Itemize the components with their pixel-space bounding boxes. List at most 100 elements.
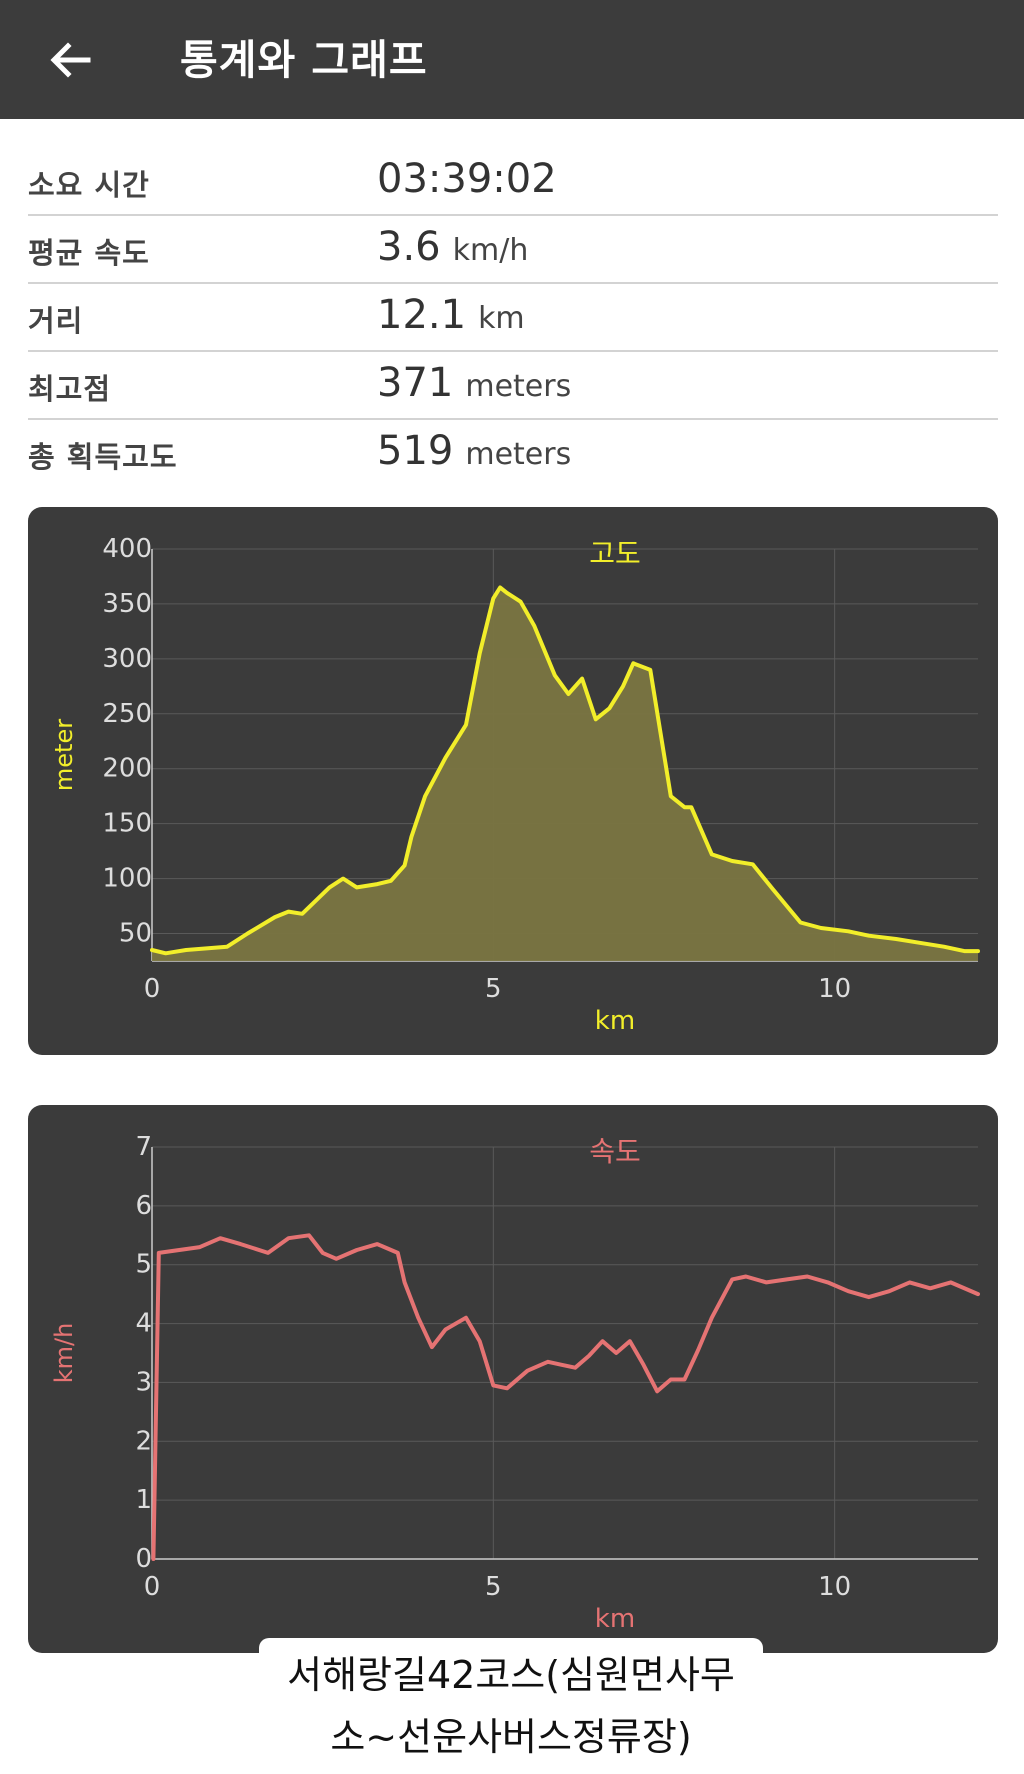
data-point	[887, 1289, 891, 1293]
stat-row-highest-point: 최고점 371 meters	[28, 352, 998, 420]
data-point	[949, 1280, 953, 1284]
y-tick-label: 350	[102, 589, 152, 619]
data-point	[894, 937, 898, 941]
data-point	[505, 591, 509, 595]
data-point	[601, 1339, 605, 1343]
data-point	[942, 945, 946, 949]
data-point	[580, 677, 584, 681]
x-tick-label: 10	[818, 1572, 851, 1602]
stat-value: 3.6 km/h	[377, 224, 528, 270]
y-tick-label: 0	[135, 1544, 152, 1574]
data-point	[184, 948, 188, 952]
data-point	[819, 926, 823, 930]
data-point	[976, 949, 980, 953]
y-tick-label: 6	[135, 1191, 152, 1221]
data-point	[566, 692, 570, 696]
x-tick-label: 5	[485, 974, 502, 1004]
stat-unit: meters	[465, 369, 572, 404]
data-point	[682, 1377, 686, 1381]
stat-value: 371 meters	[377, 360, 571, 406]
back-button[interactable]	[38, 28, 102, 92]
y-tick-label: 150	[102, 809, 152, 839]
stats-list: 소요 시간 03:39:02 평균 속도 3.6 km/h 거리 12.1 km 최…	[28, 148, 998, 486]
data-point	[151, 1557, 155, 1561]
data-point	[689, 805, 693, 809]
data-point	[710, 1316, 714, 1320]
data-point	[621, 684, 625, 688]
data-point	[464, 723, 468, 727]
data-point	[239, 1242, 243, 1246]
x-tick-label: 0	[144, 974, 161, 1004]
y-tick-label: 2	[135, 1426, 152, 1456]
stat-label: 최고점	[28, 372, 112, 406]
data-point	[444, 756, 448, 760]
data-point	[355, 885, 359, 889]
data-point	[751, 862, 755, 866]
data-point	[669, 1377, 673, 1381]
data-point	[962, 949, 966, 953]
data-point	[375, 882, 379, 886]
stat-number: 03:39:02	[377, 156, 557, 202]
x-tick-label: 5	[485, 1572, 502, 1602]
data-point	[505, 1386, 509, 1390]
y-tick-label: 200	[102, 754, 152, 784]
data-point	[177, 1248, 181, 1252]
route-caption: 서해랑길42코스(심원면사무 소~선운사버스정류장)	[259, 1638, 763, 1774]
data-point	[867, 934, 871, 938]
data-point	[164, 951, 168, 955]
data-point	[915, 940, 919, 944]
data-point	[730, 859, 734, 863]
data-point	[355, 1248, 359, 1252]
data-point	[682, 805, 686, 809]
data-point	[409, 835, 413, 839]
data-point	[614, 1351, 618, 1355]
y-tick-label: 300	[102, 644, 152, 674]
data-point	[287, 910, 291, 914]
speed-chart-card: 0 1 2 3 4 5 6 7 0 5 10 속도 km km/h	[28, 1105, 998, 1653]
data-point	[655, 1389, 659, 1393]
stat-unit: meters	[465, 437, 572, 472]
y-tick-label: 100	[102, 864, 152, 894]
data-point	[764, 1280, 768, 1284]
data-point	[785, 1277, 789, 1281]
stat-label: 평균 속도	[28, 236, 150, 270]
stat-number: 519	[377, 428, 454, 474]
stat-row-avg-speed: 평균 속도 3.6 km/h	[28, 216, 998, 284]
data-point	[478, 1339, 482, 1343]
data-point	[478, 651, 482, 655]
y-tick-label: 400	[102, 534, 152, 564]
data-point	[785, 904, 789, 908]
y-tick-label: 250	[102, 699, 152, 729]
data-point	[669, 794, 673, 798]
stat-row-elevation-gain: 총 획득고도 519 meters	[28, 420, 998, 486]
stat-row-duration: 소요 시간 03:39:02	[28, 148, 998, 216]
data-point	[607, 706, 611, 710]
data-point	[976, 1292, 980, 1296]
data-point	[273, 915, 277, 919]
data-point	[307, 1233, 311, 1237]
data-point	[594, 717, 598, 721]
stat-value: 519 meters	[377, 428, 571, 474]
data-point	[498, 585, 502, 589]
page-title: 통계와 그래프	[180, 36, 428, 84]
data-point	[799, 921, 803, 925]
chart-title: 속도	[589, 1135, 641, 1168]
data-point	[444, 1327, 448, 1331]
data-point	[553, 673, 557, 677]
chart-title: 고도	[589, 537, 641, 570]
data-point	[805, 1274, 809, 1278]
data-point	[546, 1360, 550, 1364]
y-tick-label: 3	[135, 1367, 152, 1397]
data-point	[375, 1242, 379, 1246]
data-point	[491, 1383, 495, 1387]
data-point	[225, 945, 229, 949]
data-point	[519, 600, 523, 604]
data-point	[648, 668, 652, 672]
arrow-left-icon	[50, 42, 91, 78]
data-point	[730, 1277, 734, 1281]
y-tick-label: 7	[135, 1132, 152, 1162]
series-line	[151, 1233, 980, 1561]
stat-number: 12.1	[377, 292, 467, 338]
data-point	[491, 596, 495, 600]
data-point	[532, 624, 536, 628]
